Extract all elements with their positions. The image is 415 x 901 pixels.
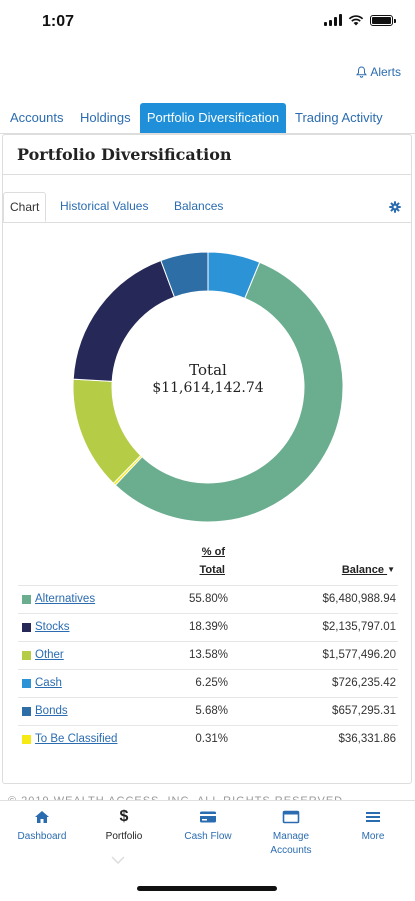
row-percent: 5.68%	[195, 705, 228, 717]
row-balance: $6,480,988.94	[322, 593, 396, 605]
row-balance: $657,295.31	[332, 705, 396, 717]
status-time: 1:07	[42, 13, 75, 30]
row-balance: $1,577,496.20	[322, 649, 396, 661]
chevron-down-icon	[111, 856, 125, 864]
tab-holdings[interactable]: Holdings	[80, 110, 131, 125]
home-icon	[35, 811, 49, 823]
nav-dashboard-label: Dashboard	[17, 831, 67, 842]
row-name-link[interactable]: Other	[35, 649, 64, 661]
nav-portfolio-label: Portfolio	[105, 831, 143, 842]
divider	[3, 174, 411, 175]
browser-window-icon	[282, 810, 300, 824]
row-name-link[interactable]: Cash	[35, 677, 62, 689]
row-name-link[interactable]: Stocks	[35, 621, 70, 633]
legend-swatch	[22, 735, 31, 744]
sub-tabs: Chart Historical Values Balances	[3, 192, 411, 223]
legend-swatch	[22, 623, 31, 632]
nav-cash-flow-label: Cash Flow	[184, 831, 232, 842]
row-percent: 0.31%	[195, 733, 228, 745]
bell-icon	[356, 66, 368, 78]
balance-header-label: Balance	[341, 564, 385, 576]
wifi-icon	[348, 15, 364, 26]
nav-more[interactable]: More	[333, 809, 413, 842]
nav-accounts-label: Accounts	[270, 845, 312, 856]
table-row: Cash 6.25% $726,235.42	[18, 669, 398, 698]
bottom-nav: Dashboard $ Portfolio Cash Flow Manage A…	[0, 800, 415, 901]
row-balance: $2,135,797.01	[322, 621, 396, 633]
pct-header[interactable]: % of Total	[183, 543, 225, 579]
row-percent: 18.39%	[188, 621, 228, 633]
nav-manage-accounts[interactable]: Manage Accounts	[251, 809, 331, 856]
row-name-link[interactable]: Bonds	[35, 705, 68, 717]
row-name-link[interactable]: To Be Classified	[35, 733, 118, 745]
battery-icon	[370, 14, 396, 26]
nav-more-label: More	[361, 831, 385, 842]
row-balance: $726,235.42	[332, 677, 396, 689]
donut-slice-cash[interactable]	[207, 251, 261, 299]
chart-center-value: $11,614,142.74	[152, 380, 264, 396]
chart-center-title: Total	[189, 361, 227, 379]
subtab-chart[interactable]: Chart	[3, 192, 47, 222]
tab-accounts[interactable]: Accounts	[10, 110, 64, 125]
credit-card-icon	[200, 811, 216, 823]
tab-trading-activity[interactable]: Trading Activity	[295, 110, 383, 125]
legend-swatch	[22, 651, 31, 660]
donut-slice-alternatives[interactable]	[114, 261, 344, 523]
row-percent: 55.80%	[188, 593, 228, 605]
status-bar: 1:07	[0, 0, 415, 44]
subtab-balances[interactable]: Balances	[174, 199, 224, 213]
table-row: Bonds 5.68% $657,295.31	[18, 697, 398, 726]
sort-desc-icon: ▼	[387, 565, 395, 575]
cellular-signal-icon	[324, 14, 342, 26]
alerts-label: Alerts	[370, 65, 401, 79]
nav-manage-label: Manage	[272, 831, 310, 842]
legend-swatch	[22, 595, 31, 604]
table-row: Stocks 18.39% $2,135,797.01	[18, 613, 398, 642]
panel-title: Portfolio Diversification	[17, 145, 232, 164]
row-balance: $36,331.86	[338, 733, 396, 745]
nav-dashboard[interactable]: Dashboard	[2, 809, 82, 842]
main-tabs: Accounts Holdings Portfolio Diversificat…	[0, 103, 415, 134]
allocation-donut-chart	[72, 251, 344, 523]
row-percent: 13.58%	[188, 649, 228, 661]
pct-header-line2: Total	[199, 564, 225, 576]
table-row: Other 13.58% $1,577,496.20	[18, 641, 398, 670]
pct-header-line1: % of	[201, 546, 225, 558]
dollar-icon: $	[119, 808, 129, 825]
hamburger-menu-icon	[366, 812, 380, 822]
home-indicator	[137, 886, 277, 891]
tab-portfolio-diversification[interactable]: Portfolio Diversification	[140, 103, 286, 133]
alerts-link[interactable]: Alerts	[356, 65, 401, 79]
table-row: Alternatives 55.80% $6,480,988.94	[18, 585, 398, 614]
nav-portfolio[interactable]: $ Portfolio	[84, 808, 164, 843]
legend-swatch	[22, 707, 31, 716]
table-row: To Be Classified 0.31% $36,331.86	[18, 725, 398, 754]
balance-header[interactable]: Balance ▼	[313, 561, 395, 579]
legend-swatch	[22, 679, 31, 688]
status-icons	[324, 14, 396, 26]
row-percent: 6.25%	[195, 677, 228, 689]
subtab-historical-values[interactable]: Historical Values	[60, 199, 149, 213]
gear-icon[interactable]	[389, 201, 401, 213]
nav-cash-flow[interactable]: Cash Flow	[168, 809, 248, 842]
portfolio-diversification-panel: Portfolio Diversification Chart Historic…	[2, 134, 412, 784]
row-name-link[interactable]: Alternatives	[35, 593, 96, 605]
